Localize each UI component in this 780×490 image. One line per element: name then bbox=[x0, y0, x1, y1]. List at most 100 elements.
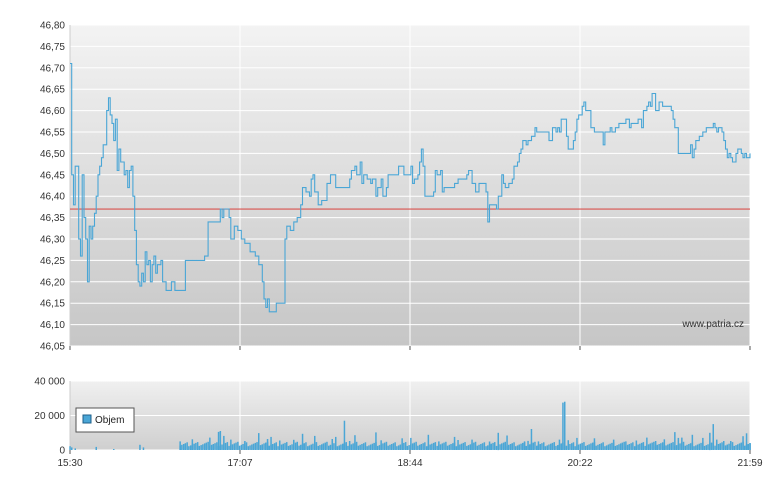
volume-bar bbox=[541, 443, 543, 450]
volume-bar bbox=[210, 444, 213, 450]
volume-bar bbox=[348, 441, 351, 450]
volume-bar bbox=[644, 445, 646, 450]
volume-bar bbox=[635, 440, 638, 450]
volume-bar bbox=[700, 442, 702, 450]
volume-bar bbox=[335, 436, 337, 450]
volume-bar bbox=[539, 444, 541, 450]
volume-bar bbox=[488, 441, 491, 450]
volume-bar bbox=[252, 443, 255, 450]
volume-bar bbox=[684, 445, 687, 450]
volume-bar bbox=[598, 444, 601, 450]
volume-bar bbox=[399, 444, 402, 450]
volume-bar bbox=[411, 443, 414, 450]
volume-bar bbox=[432, 442, 435, 450]
volume-bar bbox=[640, 442, 643, 450]
volume-bar bbox=[235, 442, 237, 450]
volume-bar bbox=[315, 442, 318, 450]
volume-y-tick-label: 40 000 bbox=[34, 377, 65, 388]
volume-bar bbox=[420, 444, 423, 450]
volume-bar bbox=[740, 442, 742, 450]
volume-bar bbox=[565, 445, 568, 450]
volume-bar bbox=[497, 432, 499, 451]
volume-bar bbox=[417, 445, 419, 450]
volume-bar bbox=[69, 446, 71, 450]
volume-y-axis: 40 000 20 000 0 bbox=[34, 377, 65, 457]
volume-bar bbox=[203, 443, 206, 450]
volume-bar bbox=[317, 445, 319, 450]
volume-bar bbox=[182, 444, 185, 450]
volume-bar bbox=[633, 446, 636, 450]
volume-bar bbox=[336, 446, 339, 450]
volume-bar bbox=[366, 446, 368, 450]
volume-bar bbox=[639, 443, 641, 450]
volume-bar bbox=[408, 445, 410, 450]
volume-bar bbox=[480, 444, 482, 450]
legend-label-objem: Objem bbox=[95, 415, 124, 426]
volume-bar bbox=[735, 445, 737, 450]
volume-legend: Objem bbox=[75, 407, 135, 433]
volume-bar bbox=[487, 445, 489, 450]
volume-bar bbox=[693, 446, 695, 450]
volume-bar bbox=[660, 443, 662, 450]
volume-bar bbox=[289, 445, 291, 450]
volume-bar bbox=[425, 446, 428, 450]
volume-bar bbox=[649, 443, 652, 450]
volume-bar bbox=[698, 443, 701, 450]
volume-bar bbox=[294, 442, 297, 450]
volume-bar bbox=[382, 443, 384, 450]
volume-bar bbox=[258, 433, 260, 450]
volume-bar bbox=[263, 443, 265, 450]
volume-bar bbox=[481, 443, 484, 450]
volume-bar bbox=[469, 444, 472, 450]
volume-bar bbox=[618, 444, 620, 450]
volume-bar bbox=[217, 431, 220, 450]
volume-bar bbox=[95, 446, 97, 450]
volume-bar bbox=[577, 444, 580, 450]
watermark-text: www.patria.cz bbox=[681, 319, 744, 330]
volume-bar bbox=[394, 442, 396, 450]
volume-bar bbox=[429, 444, 431, 450]
volume-bar bbox=[462, 442, 465, 450]
price-y-tick-label: 46,60 bbox=[40, 106, 65, 117]
volume-bar bbox=[695, 445, 697, 450]
price-y-tick-label: 46,80 bbox=[40, 21, 65, 32]
volume-bar bbox=[450, 444, 452, 450]
volume-bar bbox=[534, 441, 536, 450]
volume-bar bbox=[653, 441, 655, 450]
volume-bar bbox=[511, 443, 513, 450]
volume-bar bbox=[307, 446, 309, 450]
volume-bar bbox=[557, 445, 559, 450]
volume-bar bbox=[268, 445, 270, 450]
volume-bar bbox=[623, 441, 625, 450]
volume-bar bbox=[665, 445, 667, 450]
volume-bar bbox=[490, 443, 492, 450]
volume-bar bbox=[548, 444, 550, 450]
volume-bar bbox=[378, 445, 381, 450]
volume-bar bbox=[214, 443, 216, 450]
volume-bar bbox=[485, 446, 487, 450]
volume-bar bbox=[581, 442, 583, 450]
volume-bar bbox=[523, 441, 526, 450]
price-y-tick-label: 46,65 bbox=[40, 85, 65, 96]
volume-bar bbox=[364, 442, 367, 450]
volume-bar bbox=[457, 440, 459, 450]
volume-bar bbox=[387, 445, 389, 450]
volume-bars bbox=[69, 401, 751, 451]
volume-bar bbox=[546, 445, 548, 450]
volume-bar bbox=[675, 445, 678, 450]
volume-bar bbox=[303, 443, 305, 450]
volume-bar bbox=[527, 440, 529, 450]
volume-bar bbox=[357, 445, 360, 450]
volume-bar bbox=[181, 444, 183, 450]
volume-bar bbox=[724, 445, 727, 450]
volume-chart: 40 000 20 000 0 15:30 17:07 18:44 20:22 21:59 bbox=[34, 377, 763, 470]
volume-bar bbox=[663, 439, 666, 450]
volume-bar bbox=[464, 442, 466, 450]
volume-bar bbox=[716, 439, 718, 450]
volume-bar bbox=[702, 437, 704, 450]
volume-bar bbox=[273, 443, 276, 450]
volume-bar bbox=[609, 443, 611, 450]
volume-bar bbox=[532, 442, 534, 450]
volume-bar bbox=[745, 433, 748, 450]
volume-bar bbox=[205, 442, 208, 450]
